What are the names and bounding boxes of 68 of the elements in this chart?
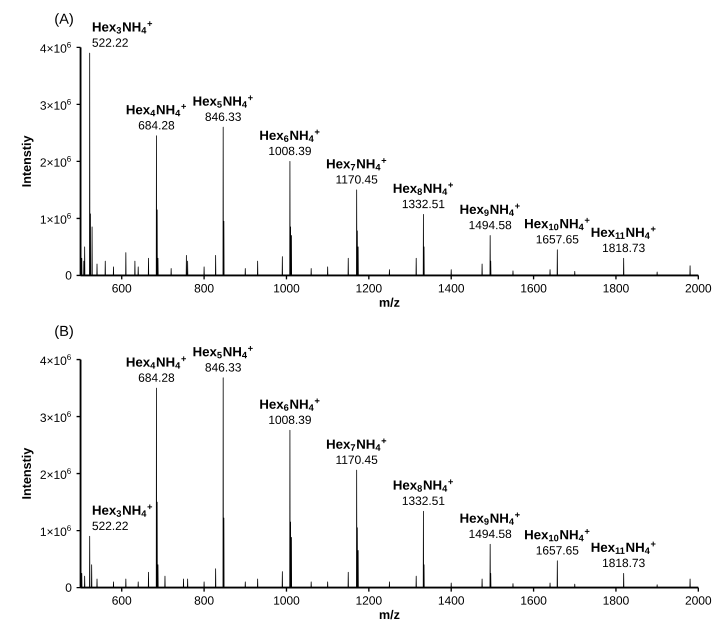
x-tick-label: 1200 xyxy=(356,596,382,605)
y-tick-label: 4×10$^{6}$ xyxy=(40,354,71,365)
x-tick-label: 1200 xyxy=(356,284,382,293)
y-tick-label: 1×10$^{6}$ xyxy=(40,213,71,224)
x-tick-label: 1400 xyxy=(438,284,464,293)
annotation: Hex$_{3}$NH$_{4}$+ xyxy=(92,504,152,517)
annotation: 1818.73 xyxy=(603,558,645,568)
y-axis-title: Intenstiy xyxy=(22,448,34,499)
annotation: Hex$_{5}$NH$_{4}$+ xyxy=(193,346,253,358)
annotation: Hex$_{10}$NH$_{4}$+ xyxy=(525,528,590,542)
annotation: Hex$_{8}$NH$_{4}$+ xyxy=(394,182,453,195)
annotation: 1008.39 xyxy=(269,416,311,424)
annotation: 1494.58 xyxy=(470,530,512,538)
x-tick-label: 1600 xyxy=(521,284,546,293)
x-tick-label: 600 xyxy=(112,596,132,605)
annotation: 1008.39 xyxy=(269,146,311,156)
annotation: 522.22 xyxy=(92,38,128,47)
x-tick-label: 1600 xyxy=(521,596,546,605)
annotation: Hex$_{9}$NH$_{4}$+ xyxy=(460,512,520,525)
annotation: 846.33 xyxy=(205,112,241,121)
annotation: Hex$_{4}$NH$_{4}$+ xyxy=(126,104,186,116)
y-tick-label: 2×10$^{6}$ xyxy=(40,156,71,167)
x-axis-title: m/z xyxy=(380,610,400,620)
x-tick-label: 800 xyxy=(194,596,214,605)
annotation: 1818.73 xyxy=(603,244,645,252)
annotation: 684.28 xyxy=(138,373,174,382)
y-tick-label: 0 xyxy=(66,271,72,280)
y-tick-label: 4×10$^{6}$ xyxy=(40,42,71,53)
annotation: 1657.65 xyxy=(536,546,578,555)
annotation: Hex$_{4}$NH$_{4}$+ xyxy=(126,356,186,369)
chart-title: (A) xyxy=(55,13,73,27)
annotation: Hex$_{7}$NH$_{4}$+ xyxy=(326,438,386,451)
x-axis-title: m/z xyxy=(380,298,400,308)
annotation: Hex$_{8}$NH$_{4}$+ xyxy=(394,479,453,492)
x-tick-label: 1000 xyxy=(274,596,300,605)
y-tick-label: 3×10$^{6}$ xyxy=(40,99,71,110)
annotation: 1494.58 xyxy=(470,220,512,230)
annotation: 1170.45 xyxy=(336,175,378,184)
chart-title: (B) xyxy=(55,325,73,339)
x-tick-label: 1400 xyxy=(438,596,464,605)
x-tick-label: 2000 xyxy=(686,284,712,293)
annotation: Hex$_{11}$NH$_{4}$+ xyxy=(592,226,656,239)
y-tick-label: 2×10$^{6}$ xyxy=(40,468,71,479)
annotation: Hex$_{3}$NH$_{4}$+ xyxy=(92,21,152,34)
annotation: Hex$_{5}$NH$_{4}$+ xyxy=(193,95,253,108)
x-tick-label: 2000 xyxy=(686,596,712,605)
annotation: 1332.51 xyxy=(402,496,444,505)
y-tick-label: 0 xyxy=(66,583,72,592)
annotation: 522.22 xyxy=(92,522,128,530)
annotation: 1332.51 xyxy=(402,200,444,208)
annotation: Hex$_{11}$NH$_{4}$+ xyxy=(592,542,656,554)
y-tick-label: 1×10$^{6}$ xyxy=(40,525,71,536)
annotation: Hex$_{6}$NH$_{4}$+ xyxy=(260,398,320,411)
x-tick-label: 1800 xyxy=(604,596,629,605)
annotation: 684.28 xyxy=(138,121,174,130)
annotation: Hex$_{6}$NH$_{4}$+ xyxy=(260,130,320,142)
annotation: Hex$_{7}$NH$_{4}$+ xyxy=(326,158,386,170)
annotation: 846.33 xyxy=(205,363,241,372)
annotation: 1170.45 xyxy=(336,455,378,464)
annotation: Hex$_{10}$NH$_{4}$+ xyxy=(525,218,590,230)
x-tick-label: 600 xyxy=(112,284,132,293)
y-axis-title: Intenstiy xyxy=(22,136,34,186)
annotation: 1657.65 xyxy=(536,235,578,244)
x-tick-label: 1800 xyxy=(604,284,629,293)
x-tick-label: 800 xyxy=(194,284,214,293)
annotation: Hex$_{9}$NH$_{4}$+ xyxy=(460,204,520,216)
x-tick-label: 1000 xyxy=(274,284,300,293)
y-tick-label: 3×10$^{6}$ xyxy=(40,411,71,422)
